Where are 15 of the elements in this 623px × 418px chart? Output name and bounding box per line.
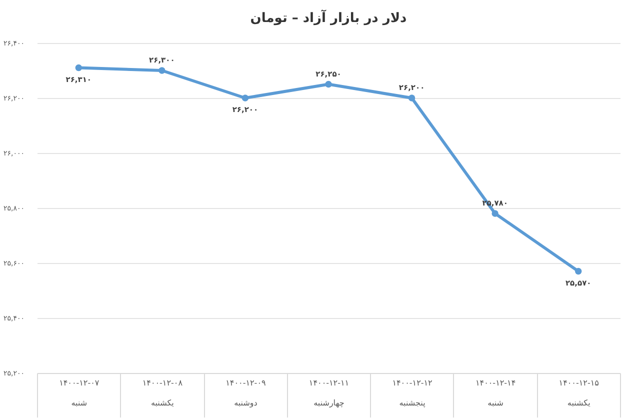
category-label: ۱۴۰۰-۱۲-۱۵ یکشنبه bbox=[558, 378, 599, 408]
point bbox=[575, 268, 582, 275]
chart-title: دلار در بازار آزاد – تومان bbox=[250, 9, 408, 26]
point bbox=[158, 67, 166, 74]
point bbox=[408, 94, 416, 102]
point bbox=[325, 80, 332, 88]
category-label: ۱۴۰۰-۱۲-۱۱ چهارشنبه bbox=[308, 378, 350, 408]
category-label: ۱۴۰۰-۱۲-۱۲ پنجشنبه bbox=[392, 378, 432, 408]
category-label: ۱۴۰۰-۱۲-۰۹ دوشنبه bbox=[226, 378, 266, 408]
category-label: ۱۴۰۰-۱۲-۰۸ یکشنبه bbox=[142, 378, 183, 408]
point bbox=[242, 94, 249, 102]
category-label: ۱۴۰۰-۱۲-۱۴ شنبه bbox=[475, 378, 516, 408]
category-label: ۱۴۰۰-۱۲-۰۷ شنبه bbox=[59, 378, 100, 408]
point bbox=[492, 210, 498, 217]
point bbox=[75, 64, 82, 72]
